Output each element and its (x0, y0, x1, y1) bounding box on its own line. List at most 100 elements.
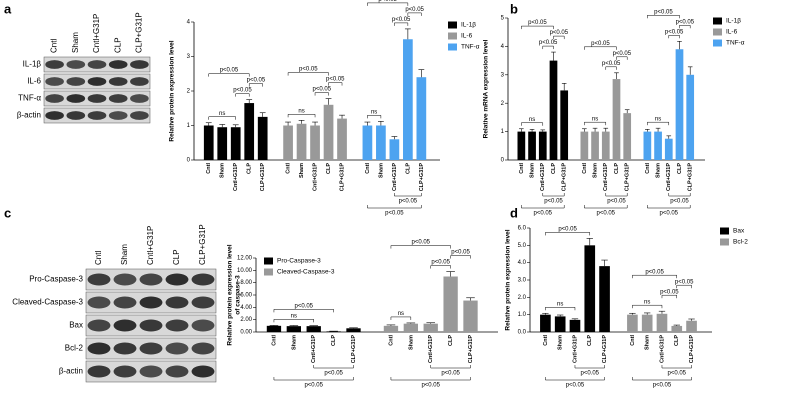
row-label: Pro-Caspase-3 (29, 275, 83, 284)
annotation: p<0.05 (431, 260, 450, 266)
annotation: p<0.05 (299, 67, 318, 73)
blot-band (45, 111, 64, 120)
blot-band (108, 77, 128, 86)
blot-band (87, 94, 107, 103)
x-tick-label: Cntl+G31P (659, 335, 665, 363)
blot-band (113, 342, 137, 355)
blot-band (165, 273, 189, 286)
row-label: β-actin (59, 367, 83, 376)
y-tick-label: 3.0 (518, 278, 527, 284)
bar (217, 127, 228, 160)
bracket (248, 83, 263, 87)
blot-band (191, 273, 215, 286)
lane-label: Cntl (94, 251, 103, 265)
annotation: p<0.05 (558, 226, 577, 232)
blot-band (130, 111, 149, 120)
bar (423, 323, 438, 332)
x-tick-label: CLP+G31P (602, 335, 608, 364)
bar (403, 39, 413, 160)
x-tick-label: Cntl+G31P (666, 163, 672, 191)
lane-label: Cntl (50, 39, 59, 53)
blot-band (108, 94, 128, 103)
annotation: p<0.05 (326, 77, 345, 83)
bracket (273, 377, 354, 381)
y-tick-label: 10.00 (237, 268, 253, 274)
annotation: p<0.05 (451, 250, 470, 256)
annotation: p<0.05 (378, 0, 397, 3)
y-tick-label: 8.00 (240, 280, 252, 286)
bar (403, 323, 418, 332)
bracket (314, 92, 329, 96)
annotation: ns (291, 313, 297, 319)
blot-band (130, 94, 149, 103)
y-tick-label: 4 (501, 44, 505, 50)
blot-band (165, 319, 189, 332)
bracket (647, 205, 691, 209)
x-tick-label: Cntl (286, 163, 292, 174)
x-tick-label: CLP (551, 163, 557, 174)
x-tick-label: CLP (677, 163, 683, 174)
annotation: p<0.05 (392, 17, 411, 23)
x-tick-label: Cntl (388, 335, 394, 346)
bracket (208, 116, 236, 120)
y-tick-label: 0 (187, 158, 191, 164)
bar (584, 245, 596, 332)
bar (362, 125, 373, 160)
blot-band (113, 296, 137, 309)
row-label: Cleaved-Caspase-3 (12, 298, 83, 307)
legend-label: Pro-Caspase-3 (277, 258, 321, 265)
annotation: p<0.05 (528, 20, 547, 26)
annotation: ns (655, 116, 661, 122)
blot-band (66, 77, 86, 86)
bar (686, 74, 695, 160)
annotation: p<0.05 (607, 199, 626, 205)
blot-band (139, 273, 163, 286)
bracket (273, 309, 334, 313)
x-tick-label: CLP (331, 335, 337, 346)
y-tick-label: 5 (501, 16, 505, 22)
bracket (521, 205, 565, 209)
bracket (430, 265, 451, 269)
blot-band (108, 111, 128, 120)
blot-band (113, 365, 137, 378)
x-tick-label: CLP (614, 163, 620, 174)
bar (443, 276, 458, 332)
bracket (584, 46, 617, 50)
blot-band (113, 273, 137, 286)
annotation: ns (529, 117, 535, 123)
x-tick-label: Sham (656, 163, 662, 178)
blot-band (87, 77, 107, 86)
bar (538, 131, 547, 160)
bar (376, 125, 386, 160)
annotation: p<0.05 (405, 7, 424, 13)
legend-label: IL-6 (461, 33, 473, 40)
bracket (542, 193, 565, 197)
annotation: p<0.05 (441, 371, 460, 377)
annotation: ns (219, 111, 225, 117)
bracket (668, 35, 680, 39)
bar (612, 79, 621, 160)
x-tick-label: Cntl (271, 335, 277, 346)
bracket (521, 25, 554, 30)
blot-band (66, 94, 86, 103)
y-tick-label: 1 (187, 123, 191, 129)
annotation: p<0.05 (645, 269, 664, 275)
y-tick-label: 1 (501, 129, 505, 135)
bar (346, 328, 361, 332)
panel-label: b (510, 1, 518, 16)
blot-band (139, 365, 163, 378)
annotation: ns (644, 299, 650, 305)
x-tick-label: CLP+G31P (562, 163, 568, 192)
row-label: TNF-α (18, 94, 41, 103)
row-label: β-actin (17, 111, 41, 120)
bar (686, 320, 697, 332)
panel-label: c (4, 205, 11, 220)
bracket (616, 56, 628, 60)
bar (528, 131, 536, 160)
bar (627, 314, 638, 332)
annotation: p<0.05 (544, 199, 563, 205)
bar (664, 138, 673, 160)
legend-swatch (713, 17, 722, 25)
bracket (545, 377, 605, 381)
blot-band (66, 60, 86, 69)
